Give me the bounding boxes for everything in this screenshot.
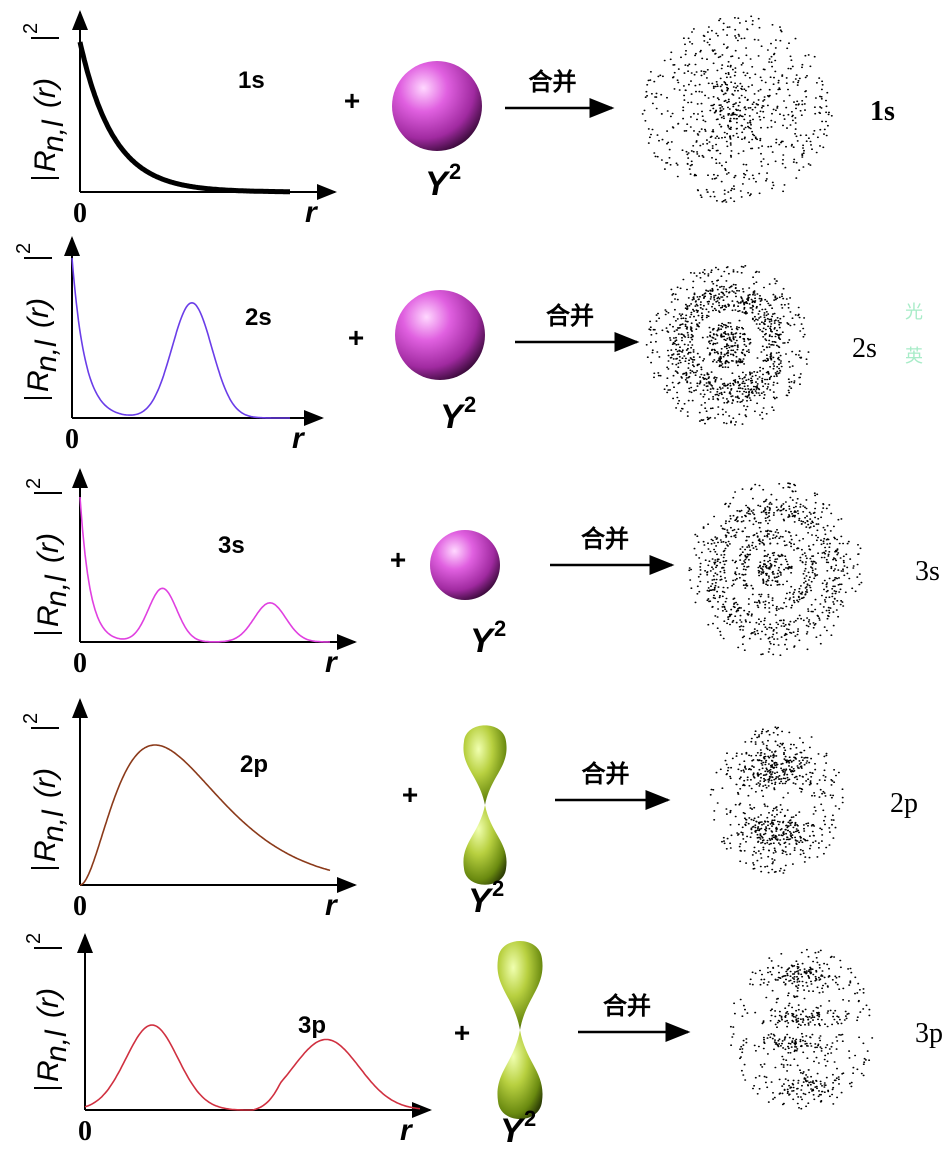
orbital-label: 2s: [245, 304, 272, 331]
radial-curve: [80, 497, 330, 642]
probability-cloud: [643, 16, 833, 202]
merge-label: 合并: [603, 992, 651, 1020]
origin-label: 0: [73, 648, 87, 679]
y-label-sup: 2: [20, 713, 42, 724]
merge-label: 合并: [529, 68, 577, 96]
angular-sphere: [395, 290, 485, 380]
y-axis-label: Rn,l (r) 2: [23, 478, 73, 633]
angular-label: Y: [440, 398, 466, 436]
x-axis-label: r: [400, 1114, 414, 1147]
y-label-sub: n,l: [40, 574, 73, 607]
y-label-main: R: [22, 370, 55, 392]
result-label: 2s: [852, 333, 877, 364]
y-label-main: R: [32, 1060, 65, 1082]
angular-sup: 2: [524, 1106, 536, 1131]
angular-sphere: [430, 530, 500, 600]
y-label-main: R: [29, 150, 62, 172]
plus-sign: +: [454, 1017, 470, 1048]
x-axis-label: r: [325, 646, 339, 679]
y-label-arg: (r): [32, 988, 65, 1018]
radial-curve: [72, 258, 290, 418]
angular-lobe: [463, 725, 506, 805]
origin-label: 0: [73, 198, 87, 229]
orbital-label: 3p: [298, 1012, 326, 1039]
y-axis-label: Rn,l (r) 2: [13, 243, 63, 398]
result-label: 3s: [915, 556, 940, 587]
probability-cloud: [647, 266, 809, 425]
angular-lobe: [463, 805, 506, 885]
y-label-main: R: [32, 605, 65, 627]
origin-label: 0: [65, 424, 79, 455]
x-axis-label: r: [325, 889, 339, 922]
angular-sup: 2: [449, 159, 461, 184]
angular-sup: 2: [492, 876, 504, 901]
angular-label: Y: [500, 1112, 526, 1150]
angular-label: Y: [468, 882, 494, 920]
diagram: Rn,l(r)20r1s+Y2合并1sRn,l(r)20r2s+Y2合并2sRn…: [0, 0, 951, 1155]
angular-sphere: [392, 61, 482, 151]
plus-sign: +: [402, 779, 418, 810]
merge-label: 合并: [546, 302, 594, 330]
plus-sign: +: [348, 322, 364, 353]
plus-sign: +: [344, 85, 360, 116]
canvas: Rn,l(r)20r1s+Y2合并1sRn,l(r)20r2s+Y2合并2sRn…: [0, 0, 951, 1155]
x-axis-label: r: [292, 422, 306, 455]
y-label-sub: n,l: [37, 809, 70, 842]
y-label-arg: (r): [22, 298, 55, 328]
y-label-sub: n,l: [37, 119, 70, 152]
probability-cloud: [711, 727, 843, 873]
y-axis-label: Rn,l (r) 2: [20, 713, 70, 868]
radial-curve: [80, 745, 330, 885]
radial-curve: [80, 42, 290, 192]
y-label-sup: 2: [13, 243, 35, 254]
angular-label: Y: [425, 165, 451, 203]
probability-cloud: [689, 483, 862, 655]
y-label-arg: (r): [29, 768, 62, 798]
plus-sign: +: [390, 544, 406, 575]
result-label: 3p: [915, 1018, 943, 1049]
watermark: 英: [905, 346, 923, 367]
y-label-sup: 2: [23, 933, 45, 944]
merge-label: 合并: [582, 760, 630, 788]
y-label-sup: 2: [23, 478, 45, 489]
result-label: 2p: [890, 788, 918, 819]
y-label-sub: n,l: [40, 1029, 73, 1062]
y-axis-label: Rn,l (r) 2: [20, 23, 70, 178]
angular-label: Y: [470, 622, 496, 660]
radial-curve: [85, 1025, 420, 1110]
y-label-sup: 2: [20, 23, 42, 34]
probability-cloud: [731, 950, 873, 1109]
origin-label: 0: [78, 1116, 92, 1147]
result-label: 1s: [870, 96, 895, 127]
x-axis-label: r: [305, 196, 319, 229]
orbital-label: 3s: [218, 532, 245, 559]
y-label-sub: n,l: [30, 339, 63, 372]
y-label-arg: (r): [29, 78, 62, 108]
orbital-label: 2p: [240, 751, 268, 778]
angular-sup: 2: [494, 616, 506, 641]
y-label-main: R: [29, 840, 62, 862]
watermark: 光: [905, 302, 923, 323]
merge-label: 合并: [581, 525, 629, 553]
orbital-label: 1s: [238, 67, 265, 94]
y-label-arg: (r): [32, 533, 65, 563]
angular-sup: 2: [464, 392, 476, 417]
origin-label: 0: [73, 891, 87, 922]
angular-lobe: [497, 941, 542, 1030]
y-axis-label: Rn,l (r) 2: [23, 933, 73, 1088]
